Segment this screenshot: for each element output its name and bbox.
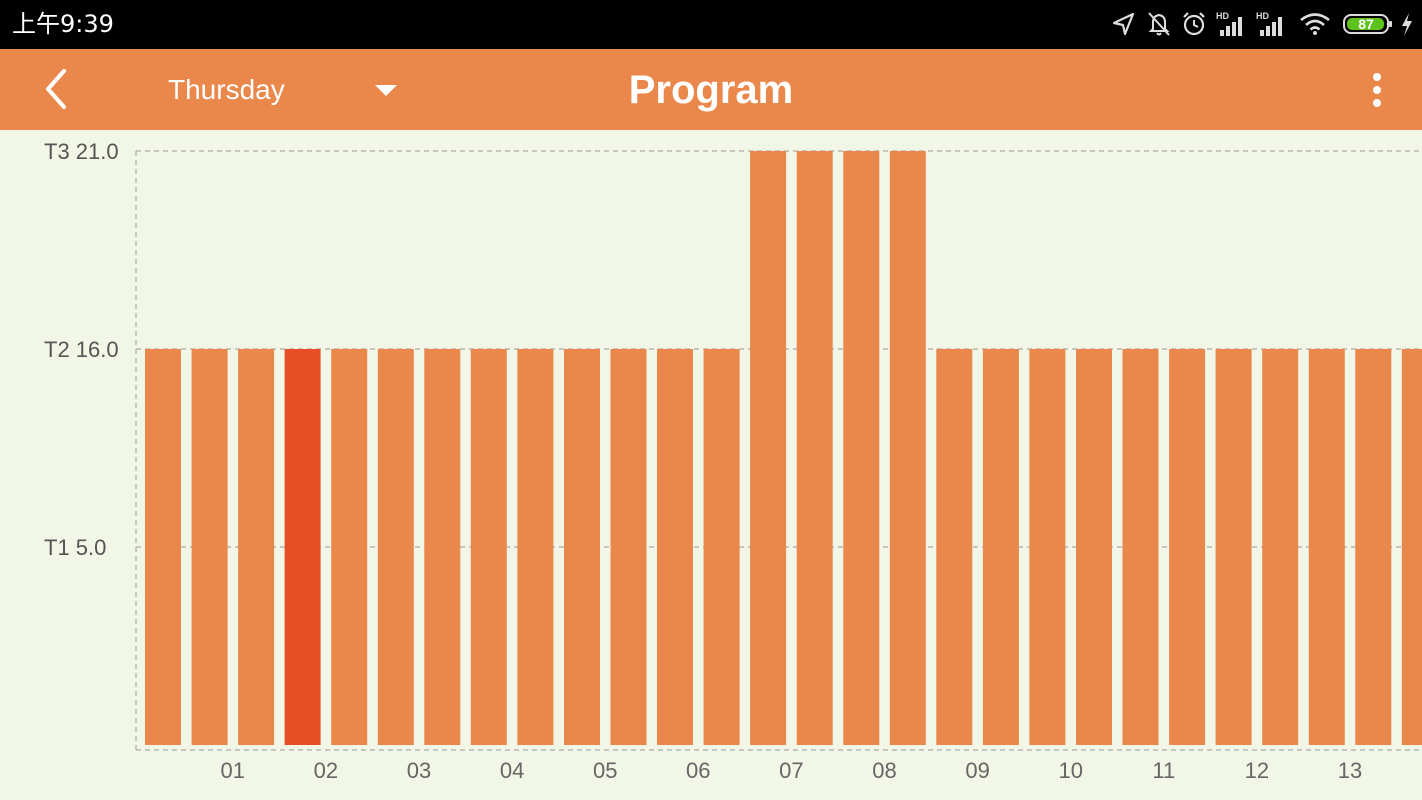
x-tick-label: 01 bbox=[221, 758, 245, 783]
program-bar[interactable] bbox=[331, 349, 368, 745]
x-tick-label: 13 bbox=[1338, 758, 1362, 783]
bars bbox=[145, 151, 1422, 745]
more-vert-icon bbox=[1373, 73, 1381, 107]
x-tick-label: 08 bbox=[872, 758, 896, 783]
program-bar[interactable] bbox=[936, 349, 973, 745]
hd-signal-icon: HD bbox=[1256, 11, 1282, 36]
program-bar[interactable] bbox=[238, 349, 275, 745]
program-bar-selected[interactable] bbox=[284, 349, 321, 745]
x-tick-label: 11 bbox=[1152, 758, 1175, 783]
battery-icon bbox=[1343, 14, 1392, 34]
program-bar[interactable] bbox=[703, 349, 740, 745]
program-bar[interactable] bbox=[1308, 349, 1345, 745]
program-bar[interactable] bbox=[377, 349, 414, 745]
program-bar[interactable] bbox=[1169, 349, 1206, 745]
program-bar[interactable] bbox=[145, 349, 181, 745]
x-tick-label: 02 bbox=[314, 758, 338, 783]
app-bar: Thursday Program bbox=[0, 49, 1422, 130]
program-bar[interactable] bbox=[470, 349, 507, 745]
program-bar[interactable] bbox=[796, 151, 833, 745]
svg-text:HD: HD bbox=[1256, 11, 1269, 21]
battery-level: 87 bbox=[1358, 16, 1374, 32]
day-label: Thursday bbox=[168, 74, 285, 105]
program-bar[interactable] bbox=[424, 349, 461, 745]
program-bar[interactable] bbox=[657, 349, 693, 745]
program-bar[interactable] bbox=[889, 151, 926, 745]
day-selector-dropdown[interactable]: Thursday bbox=[160, 65, 410, 115]
charging-bolt-icon bbox=[1402, 13, 1412, 36]
program-bar[interactable] bbox=[843, 151, 880, 745]
alarm-clock-icon bbox=[1183, 12, 1205, 36]
program-bar[interactable] bbox=[564, 349, 600, 745]
overflow-menu-button[interactable] bbox=[1362, 69, 1392, 111]
hd-signal-icon: HD bbox=[1216, 11, 1242, 36]
program-bar[interactable] bbox=[1401, 349, 1422, 745]
y-axis-labels: T1 5.0 T2 16.0 T3 21.0 bbox=[44, 139, 119, 560]
x-tick-label: 04 bbox=[500, 758, 524, 783]
program-bar[interactable] bbox=[517, 349, 554, 745]
x-tick-label: 12 bbox=[1245, 758, 1269, 783]
y-tick-label: T2 16.0 bbox=[44, 337, 119, 362]
program-bar[interactable] bbox=[1122, 349, 1159, 745]
status-time: 上午9:39 bbox=[12, 10, 114, 38]
svg-text:HD: HD bbox=[1216, 11, 1229, 21]
x-tick-label: 06 bbox=[686, 758, 710, 783]
program-bar[interactable] bbox=[610, 349, 647, 745]
program-bar[interactable] bbox=[982, 349, 1019, 745]
location-arrow-icon bbox=[1112, 12, 1135, 36]
chevron-left-icon bbox=[46, 69, 66, 109]
back-button[interactable] bbox=[40, 67, 76, 113]
y-tick-label: T3 21.0 bbox=[44, 139, 119, 164]
program-bar[interactable] bbox=[1215, 349, 1252, 745]
program-bar[interactable] bbox=[750, 151, 787, 745]
x-tick-label: 10 bbox=[1058, 758, 1082, 783]
program-bar[interactable] bbox=[1076, 349, 1112, 745]
y-tick-label: T1 5.0 bbox=[44, 535, 106, 560]
x-tick-label: 03 bbox=[407, 758, 431, 783]
program-chart: T1 5.0 T2 16.0 T3 21.0 01 02 03 04 05 06 07 08 09 1… bbox=[44, 139, 1422, 783]
status-bar: 上午9:39 HD HD 87 bbox=[0, 0, 1422, 49]
x-tick-label: 09 bbox=[965, 758, 989, 783]
program-bar[interactable] bbox=[1262, 349, 1299, 745]
caret-down-icon bbox=[375, 85, 397, 96]
x-tick-label: 05 bbox=[593, 758, 617, 783]
program-bar[interactable] bbox=[191, 349, 228, 745]
program-bar[interactable] bbox=[1355, 349, 1392, 745]
x-axis-labels: 01 02 03 04 05 06 07 08 09 10 11 12 13 bbox=[221, 758, 1363, 783]
bell-off-icon bbox=[1148, 12, 1170, 36]
program-bar[interactable] bbox=[1029, 349, 1066, 745]
page-title: Program bbox=[628, 68, 794, 112]
x-tick-label: 07 bbox=[779, 758, 803, 783]
wifi-icon bbox=[1300, 13, 1330, 35]
